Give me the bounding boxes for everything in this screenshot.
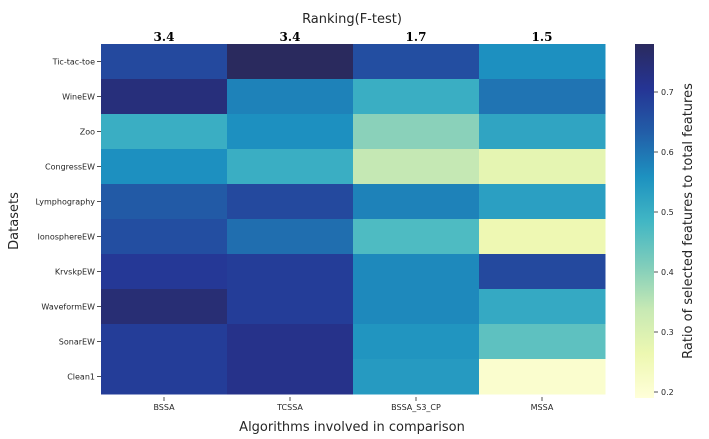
heatmap-cell xyxy=(101,114,228,150)
colorbar-tick-label: 0.7 xyxy=(661,88,674,97)
heatmap-cell xyxy=(479,184,606,220)
heatmap-cell xyxy=(353,44,480,80)
heatmap-cell xyxy=(101,359,228,395)
heatmap-cell xyxy=(353,324,480,360)
heatmap-cell xyxy=(353,114,480,150)
heatmap-cell xyxy=(101,79,228,115)
heatmap-cell xyxy=(101,219,228,255)
x-tick-label: BSSA xyxy=(153,403,175,412)
heatmap-cell xyxy=(227,219,354,255)
colorbar-tick-label: 0.4 xyxy=(661,268,674,277)
heatmap-cell xyxy=(101,184,228,220)
colorbar-label: Ratio of selected features to total feat… xyxy=(681,83,696,359)
heatmap-cell xyxy=(101,324,228,360)
x-axis-label: Algorithms involved in comparison xyxy=(239,420,465,435)
heatmap-cell xyxy=(227,79,354,115)
heatmap-cell xyxy=(353,79,480,115)
heatmap-cell xyxy=(227,44,354,80)
y-tick-label: Lymphography xyxy=(36,198,96,207)
heatmap-cell xyxy=(353,254,480,290)
heatmap-cell xyxy=(479,359,606,395)
column-rank-label: 3.4 xyxy=(154,30,175,44)
heatmap-cell xyxy=(353,289,480,325)
colorbar-tick-label: 0.6 xyxy=(661,148,674,157)
heatmap-cell xyxy=(101,149,228,185)
heatmap-cell xyxy=(479,79,606,115)
y-tick-label: KrvskpEW xyxy=(55,268,95,277)
heatmap-cell xyxy=(479,149,606,185)
column-rank-label: 3.4 xyxy=(280,30,301,44)
y-tick-label: WineEW xyxy=(62,93,95,102)
column-rank-label: 1.7 xyxy=(406,30,427,44)
heatmap-cell xyxy=(353,359,480,395)
y-tick-label: Clean1 xyxy=(67,373,95,382)
colorbar xyxy=(635,44,654,398)
y-tick-label: IonosphereEW xyxy=(38,233,96,242)
x-tick-label: TCSSA xyxy=(276,403,303,412)
heatmap-cell xyxy=(479,44,606,80)
column-rank-label: 1.5 xyxy=(532,30,553,44)
y-axis-label: Datasets xyxy=(7,192,22,250)
colorbar-tick-label: 0.3 xyxy=(661,328,674,337)
heatmap-cell xyxy=(227,149,354,185)
heatmap-cell xyxy=(353,149,480,185)
heatmap-cell xyxy=(353,184,480,220)
heatmap-cell xyxy=(227,324,354,360)
y-tick-label: Tic-tac-toe xyxy=(52,58,96,67)
heatmap-cell xyxy=(479,289,606,325)
heatmap-cell xyxy=(479,254,606,290)
x-tick-label: MSSA xyxy=(531,403,554,412)
y-tick-label: CongressEW xyxy=(45,163,95,172)
heatmap-cell xyxy=(479,114,606,150)
y-tick-label: Zoo xyxy=(80,128,95,137)
colorbar-tick-label: 0.2 xyxy=(661,388,674,397)
heatmap-cell xyxy=(227,184,354,220)
heatmap-cell xyxy=(227,289,354,325)
heatmap-cell xyxy=(479,219,606,255)
y-tick-label: WaveformEW xyxy=(41,303,95,312)
x-tick-label: BSSA_S3_CP xyxy=(391,403,441,412)
heatmap-cell xyxy=(101,289,228,325)
heatmap-cell xyxy=(101,44,228,80)
heatmap-cell xyxy=(227,359,354,395)
heatmap-cell xyxy=(101,254,228,290)
heatmap-cell xyxy=(227,114,354,150)
chart-title: Ranking(F-test) xyxy=(302,12,402,27)
heatmap-cell xyxy=(227,254,354,290)
y-tick-label: SonarEW xyxy=(59,338,95,347)
heatmap-cell xyxy=(479,324,606,360)
colorbar-tick-label: 0.5 xyxy=(661,208,674,217)
heatmap-cell xyxy=(353,219,480,255)
